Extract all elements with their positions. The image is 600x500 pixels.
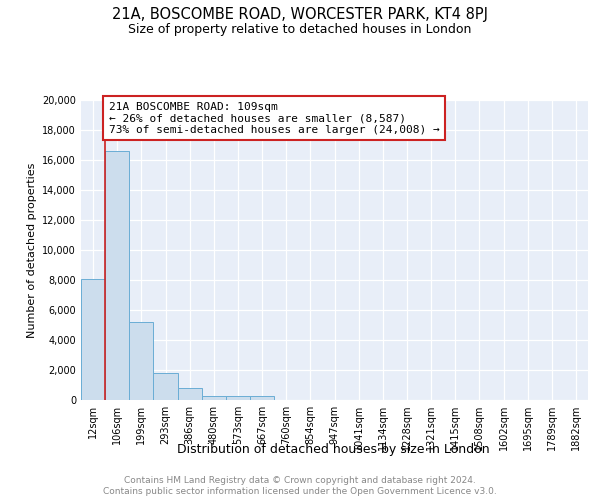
Bar (226, 396, 250, 400)
Bar (250, 396, 274, 400)
Text: 21A, BOSCOMBE ROAD, WORCESTER PARK, KT4 8PJ: 21A, BOSCOMBE ROAD, WORCESTER PARK, KT4 … (112, 8, 488, 22)
Text: Contains HM Land Registry data © Crown copyright and database right 2024.: Contains HM Land Registry data © Crown c… (124, 476, 476, 485)
Text: Distribution of detached houses by size in London: Distribution of detached houses by size … (176, 442, 490, 456)
Text: Size of property relative to detached houses in London: Size of property relative to detached ho… (128, 22, 472, 36)
Bar (202, 396, 226, 400)
Text: 21A BOSCOMBE ROAD: 109sqm
← 26% of detached houses are smaller (8,587)
73% of se: 21A BOSCOMBE ROAD: 109sqm ← 26% of detac… (109, 102, 440, 134)
Bar (154, 373, 178, 400)
Bar (105, 151, 129, 400)
Bar (81, 278, 105, 400)
Bar (129, 322, 154, 400)
Bar (178, 388, 202, 400)
Text: Contains public sector information licensed under the Open Government Licence v3: Contains public sector information licen… (103, 488, 497, 496)
Y-axis label: Number of detached properties: Number of detached properties (27, 162, 37, 338)
